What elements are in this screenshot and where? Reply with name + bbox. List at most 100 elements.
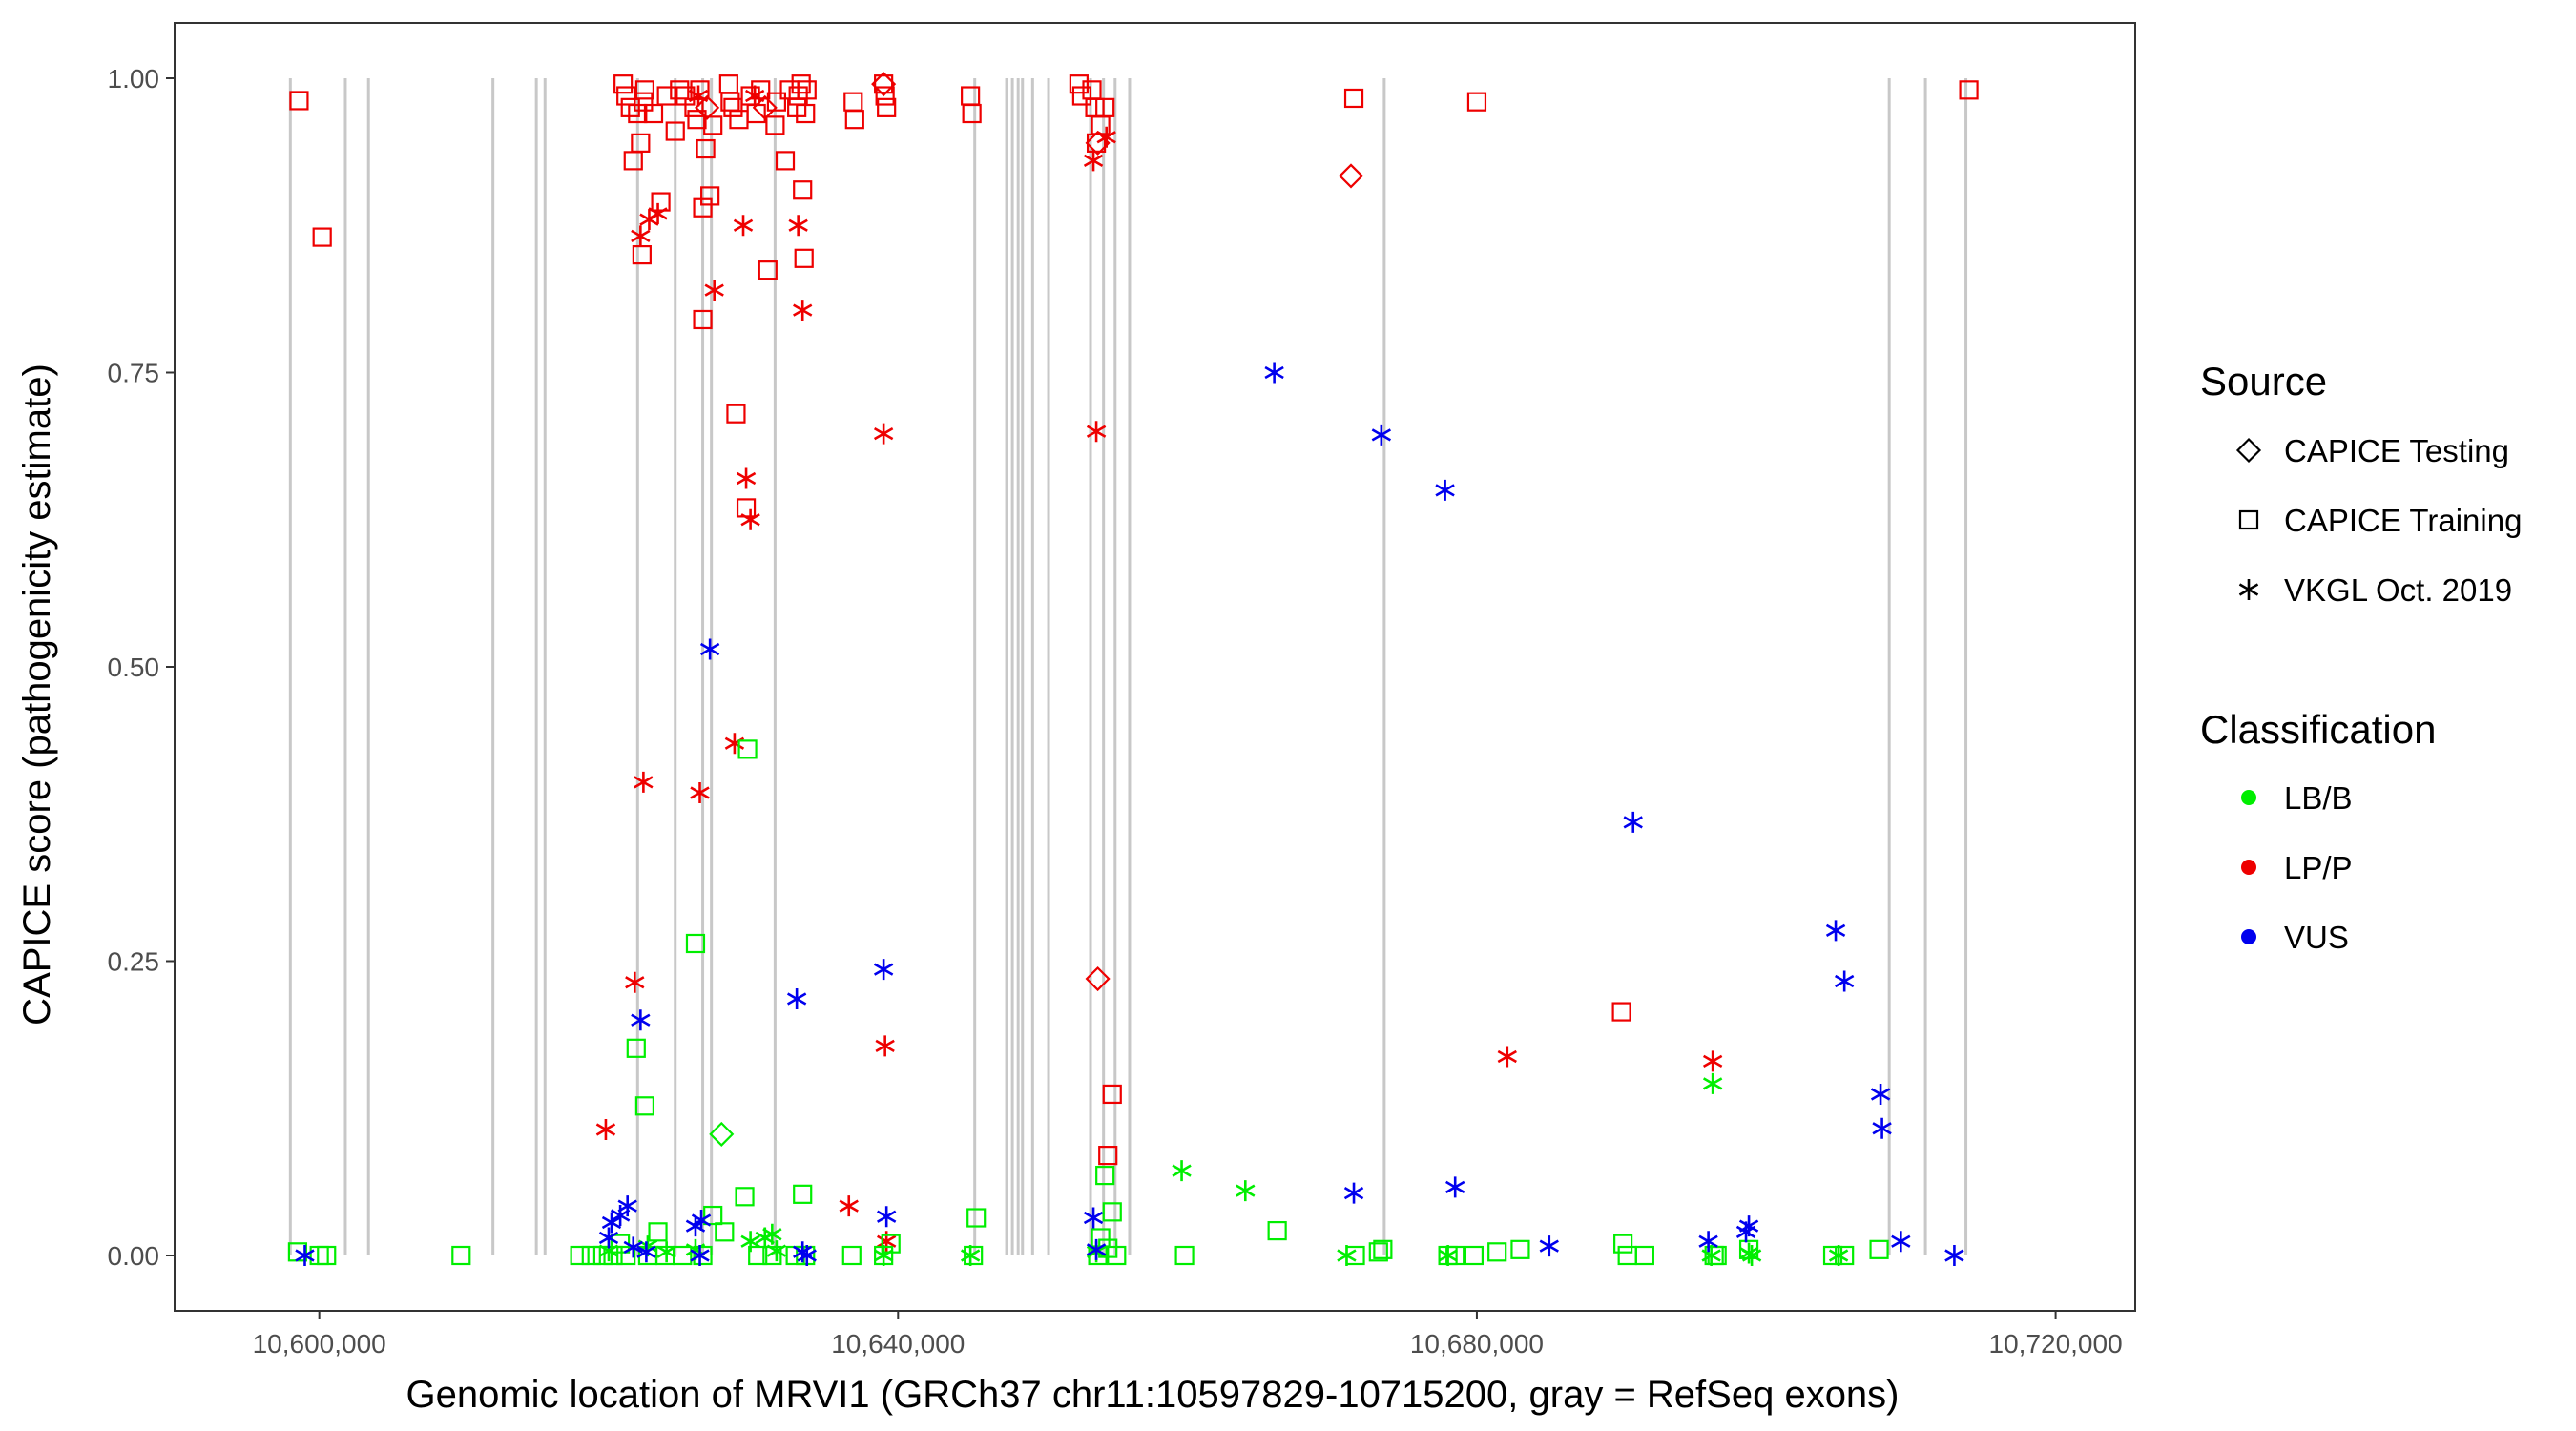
x-tick-label: 10,600,000 (253, 1329, 386, 1358)
data-point (766, 1240, 787, 1262)
data-point (1086, 421, 1107, 443)
data-point (1338, 163, 1364, 189)
data-point (634, 1096, 654, 1116)
data-point (715, 1222, 735, 1242)
data-point (691, 1209, 712, 1231)
data-point (966, 1208, 987, 1228)
data-point (1096, 126, 1116, 148)
data-point (709, 1121, 735, 1147)
data-point (665, 121, 685, 141)
data-point (620, 97, 640, 117)
data-point (844, 110, 864, 130)
data-point (1337, 1245, 1357, 1266)
data-point (1343, 88, 1364, 109)
legend-source: Source CAPICE Testing CAPICE Training VKGL… (2200, 359, 2522, 608)
data-point (1869, 1239, 1889, 1259)
y-tick-label: 0.75 (108, 358, 160, 387)
data-point (598, 1227, 619, 1249)
data-point (737, 739, 758, 759)
data-point (875, 86, 895, 106)
data-point (1343, 1182, 1364, 1204)
data-point (1435, 479, 1455, 501)
y-tick-label: 1.00 (108, 64, 160, 93)
data-point (723, 97, 743, 117)
legend-source-label: CAPICE Training (2284, 503, 2522, 538)
data-point (793, 180, 813, 200)
data-point (786, 987, 807, 1009)
data-point (797, 1245, 817, 1266)
data-point (699, 638, 720, 660)
legend-asterisk-icon (2238, 579, 2259, 600)
x-tick-label: 10,720,000 (1989, 1329, 2123, 1358)
data-point (877, 97, 897, 117)
plot-area (287, 72, 1979, 1266)
data-point (451, 1245, 471, 1266)
data-point (1702, 1050, 1723, 1072)
data-point (693, 197, 713, 218)
data-point (625, 971, 645, 993)
data-point (1174, 1245, 1195, 1266)
legend-color-dot-icon (2241, 860, 2256, 875)
data-point (601, 1212, 622, 1234)
data-point (1069, 74, 1089, 94)
data-point (766, 92, 787, 112)
data-point (648, 202, 668, 224)
data-point (289, 91, 309, 111)
data-point (688, 85, 709, 107)
data-point (876, 1206, 897, 1228)
data-point (656, 1241, 676, 1263)
data-point (631, 133, 651, 153)
data-point (1107, 1245, 1127, 1266)
data-point (873, 1245, 894, 1266)
y-axis-title: CAPICE score (pathogenicity estimate) (16, 363, 58, 1026)
data-point (1741, 1245, 1762, 1266)
axes: 10,600,000 10,640,000 10,680,000 10,720,000… (108, 64, 2123, 1358)
data-point (962, 103, 982, 124)
data-point (693, 1245, 713, 1266)
data-point (1464, 1245, 1485, 1266)
data-point (841, 1245, 862, 1266)
data-point (1466, 92, 1487, 112)
data-point (1944, 1245, 1964, 1266)
data-point (1368, 1242, 1388, 1262)
data-point (765, 115, 785, 135)
data-point (295, 1245, 315, 1266)
data-point (873, 959, 894, 981)
data-point (631, 225, 651, 247)
data-point (735, 1187, 755, 1207)
data-point (687, 110, 707, 130)
legend-source-title: Source (2200, 359, 2327, 404)
data-point (839, 1195, 859, 1217)
data-point (703, 115, 723, 135)
data-point (871, 72, 897, 97)
data-point (1702, 1072, 1723, 1094)
data-point (752, 94, 778, 120)
data-point (1083, 1207, 1104, 1229)
data-point (695, 94, 720, 120)
data-point (726, 404, 746, 424)
y-tick-label: 0.00 (108, 1241, 160, 1271)
data-point (1085, 130, 1111, 156)
data-point (1539, 1235, 1559, 1257)
data-point (1738, 1215, 1759, 1237)
data-point (1264, 362, 1284, 384)
x-tick-label: 10,640,000 (831, 1329, 965, 1358)
data-point (964, 1245, 984, 1266)
data-point (636, 1241, 656, 1263)
series-asterisk (595, 85, 1723, 1253)
data-point (1822, 1245, 1843, 1266)
data-point (762, 1223, 782, 1245)
data-point (758, 260, 778, 280)
series-asterisk (295, 362, 1964, 1266)
data-point (1085, 965, 1111, 992)
data-point (1236, 1180, 1256, 1202)
data-point (1438, 1245, 1458, 1266)
legend-color-dot-icon (2241, 790, 2256, 805)
data-point (1834, 970, 1855, 992)
legend-color-dot-icon (2241, 929, 2256, 944)
data-point (690, 782, 710, 804)
data-point (1835, 1245, 1855, 1266)
y-tick-label: 0.50 (108, 653, 160, 682)
data-point (740, 1231, 760, 1253)
